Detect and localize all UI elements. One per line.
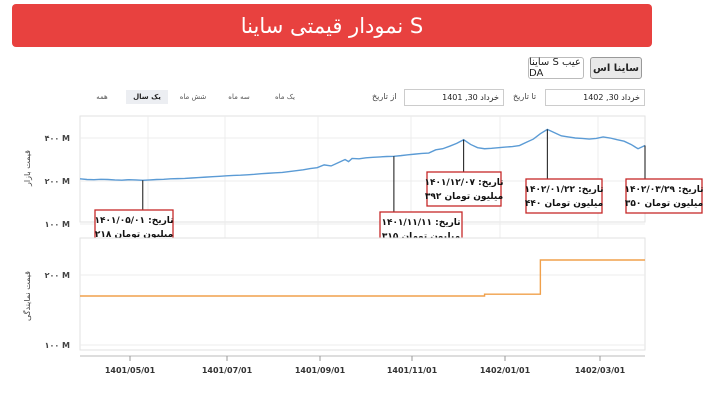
from-date-input[interactable]: خرداد 30, 1401: [404, 89, 504, 106]
x-tick-label: 1402/01/01: [480, 366, 531, 375]
tab-saina-s-label: ساینا S عیب DA: [529, 57, 581, 79]
to-date-label: تا تاریخ: [513, 92, 537, 101]
x-tick-label: 1401/11/01: [387, 366, 438, 375]
dealer-price-line: [80, 259, 645, 297]
x-tick-label: 1402/03/01: [575, 366, 626, 375]
range-six-months-label: شش ماه: [179, 93, 207, 101]
range-six-months[interactable]: شش ماه: [172, 90, 214, 104]
x-tick-label: 1401/07/01: [202, 366, 253, 375]
range-one-month-label: یک ماه: [275, 93, 295, 101]
range-one-year-label: یک سال: [133, 93, 161, 101]
annotation-price: ۳۹۲ میلیون تومان: [425, 192, 503, 202]
range-three-months[interactable]: سه ماه: [218, 90, 260, 104]
bottom-plot-area: [79, 237, 646, 351]
tab-saina-es-label: ساینا اس: [593, 62, 639, 74]
top-y-tick-label: ۲۰۰ M: [45, 177, 70, 186]
page-title: نمودار قیمتی ساینا S: [240, 13, 424, 38]
range-one-month[interactable]: یک ماه: [264, 90, 306, 104]
annotation-box: [426, 171, 502, 207]
x-tick-label: 1401/05/01: [105, 366, 156, 375]
annotation-date: تاریخ: ۱۴۰۲/۰۳/۲۹: [624, 185, 703, 195]
annotation-price: ۳۱۵ میلیون تومان: [382, 232, 460, 242]
to-date-input[interactable]: خرداد 30, 1402: [545, 89, 645, 106]
annotation-date: تاریخ: ۱۴۰۱/۰۵/۰۱: [94, 216, 173, 226]
annotation-date: تاریخ: ۱۴۰۲/۰۱/۲۲: [524, 185, 603, 195]
range-all[interactable]: همه: [82, 90, 122, 104]
annotation-price: ۲۱۸ میلیون تومان: [95, 230, 173, 240]
to-date-value: خرداد 30, 1402: [583, 93, 640, 102]
from-date-value: خرداد 30, 1401: [442, 93, 499, 102]
annotation-date: تاریخ: ۱۴۰۱/۱۱/۱۱: [381, 218, 460, 228]
range-three-months-label: سه ماه: [228, 93, 250, 101]
range-one-year[interactable]: یک سال: [126, 90, 168, 104]
bottom-y-tick-label: ۲۰۰ M: [45, 271, 70, 280]
from-date-label: از تاریخ: [372, 92, 397, 101]
annotation-date: تاریخ: ۱۴۰۱/۱۲/۰۷: [424, 178, 503, 188]
top-y-tick-label: ۱۰۰ M: [45, 220, 70, 229]
annotation-box: [525, 178, 603, 214]
x-tick-label: 1401/09/01: [295, 366, 346, 375]
annotation-box: [625, 178, 703, 214]
annotation-price: ۳۵۰ میلیون تومان: [625, 199, 703, 209]
tab-saina-s[interactable]: ساینا S عیب DA: [528, 57, 584, 79]
tab-saina-es[interactable]: ساینا اس: [590, 57, 642, 79]
bottom-y-axis-label: قیمت نمایندگی: [22, 271, 32, 321]
top-y-tick-label: ۴۰۰ M: [45, 134, 70, 143]
range-all-label: همه: [96, 93, 108, 101]
chart-title-bar: نمودار قیمتی ساینا S: [12, 4, 652, 47]
top-y-axis-label: قیمت بازار: [23, 150, 32, 187]
market-price-line: [79, 128, 646, 182]
annotation-price: ۴۴۰ میلیون تومان: [525, 199, 603, 209]
bottom-y-tick-label: ۱۰۰ M: [45, 341, 70, 350]
